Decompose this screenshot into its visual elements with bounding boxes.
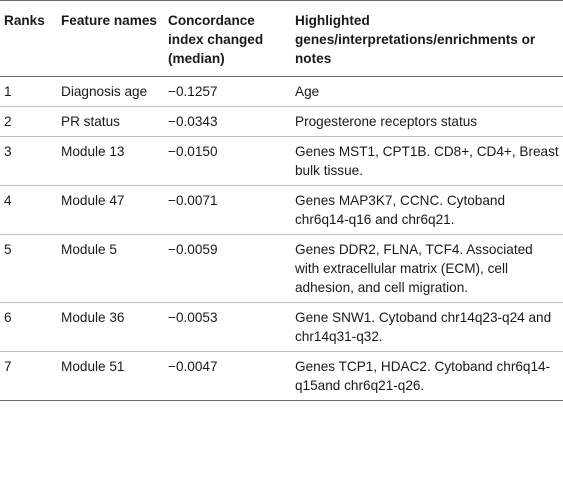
- table-header: Ranks Feature names Concordance index ch…: [0, 0, 563, 77]
- rank-cell: 2: [4, 114, 12, 129]
- concordance-cell: −0.0053: [168, 310, 218, 325]
- table-row: 1 Diagnosis age −0.1257 Age: [0, 77, 563, 107]
- feature-name-cell: PR status: [61, 114, 120, 129]
- feature-name-cell: Module 51: [61, 359, 125, 374]
- notes-cell: Age: [295, 84, 320, 99]
- rank-cell: 1: [4, 84, 12, 99]
- table-row: 4 Module 47 −0.0071 Genes MAP3K7, CCNC. …: [0, 186, 563, 235]
- table-row: 2 PR status −0.0343 Progesterone recepto…: [0, 107, 563, 137]
- feature-name-cell: Module 5: [61, 242, 117, 257]
- feature-name-cell: Module 36: [61, 310, 125, 325]
- feature-ranking-table: Ranks Feature names Concordance index ch…: [0, 0, 563, 401]
- rank-cell: 7: [4, 359, 12, 374]
- header-notes: Highlighted genes/interpretations/enrich…: [295, 13, 536, 66]
- header-ranks: Ranks: [4, 13, 45, 28]
- concordance-cell: −0.0059: [168, 242, 218, 257]
- concordance-cell: −0.0150: [168, 144, 218, 159]
- notes-cell: Genes TCP1, HDAC2. Cytoband chr6q14-q15a…: [295, 359, 551, 393]
- table-row: 3 Module 13 −0.0150 Genes MST1, CPT1B. C…: [0, 137, 563, 186]
- concordance-cell: −0.1257: [168, 84, 218, 99]
- notes-cell: Genes MST1, CPT1B. CD8+, CD4+, Breast bu…: [295, 144, 559, 178]
- notes-cell: Gene SNW1. Cytoband chr14q23-q24 and chr…: [295, 310, 552, 344]
- table-row: 5 Module 5 −0.0059 Genes DDR2, FLNA, TCF…: [0, 235, 563, 303]
- feature-name-cell: Module 47: [61, 193, 125, 208]
- header-row: Ranks Feature names Concordance index ch…: [0, 0, 563, 77]
- concordance-cell: −0.0343: [168, 114, 218, 129]
- table-row: 7 Module 51 −0.0047 Genes TCP1, HDAC2. C…: [0, 352, 563, 401]
- table-body: 1 Diagnosis age −0.1257 Age 2 PR status …: [0, 77, 563, 401]
- rank-cell: 5: [4, 242, 12, 257]
- concordance-cell: −0.0047: [168, 359, 218, 374]
- header-feature-names: Feature names: [61, 13, 157, 28]
- notes-cell: Progesterone receptors status: [295, 114, 478, 129]
- feature-name-cell: Module 13: [61, 144, 125, 159]
- notes-cell: Genes MAP3K7, CCNC. Cytoband chr6q14-q16…: [295, 193, 506, 227]
- table-row: 6 Module 36 −0.0053 Gene SNW1. Cytoband …: [0, 303, 563, 352]
- notes-cell: Genes DDR2, FLNA, TCF4. Associated with …: [295, 242, 533, 295]
- rank-cell: 3: [4, 144, 12, 159]
- rank-cell: 6: [4, 310, 12, 325]
- header-concordance-index: Concordance index changed (median): [168, 13, 264, 66]
- feature-name-cell: Diagnosis age: [61, 84, 148, 99]
- concordance-cell: −0.0071: [168, 193, 218, 208]
- rank-cell: 4: [4, 193, 12, 208]
